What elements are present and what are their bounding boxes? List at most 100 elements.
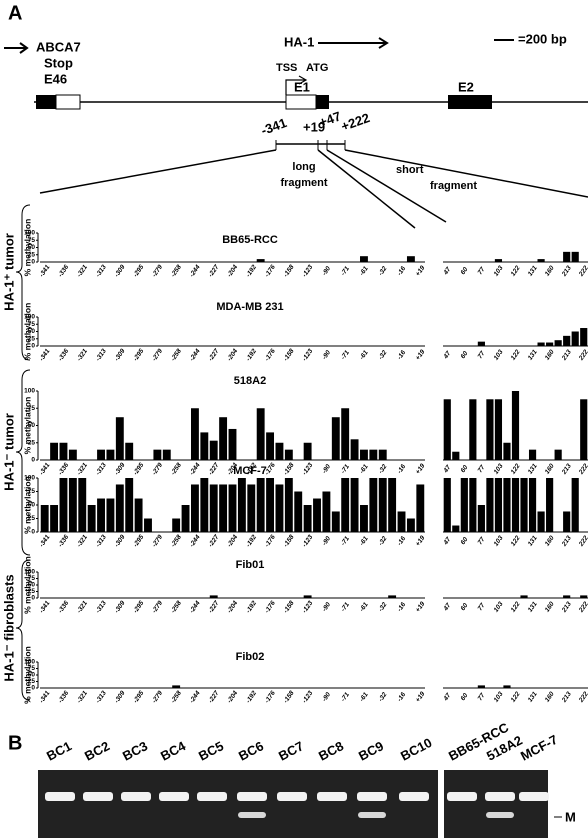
bar [572, 332, 579, 347]
bar [210, 484, 218, 532]
bar [238, 478, 246, 532]
x-tick-label: -341 [38, 347, 51, 362]
lane-label: MCF-7 [518, 732, 560, 764]
bar [572, 478, 579, 532]
x-tick-label: 213 [560, 348, 573, 362]
bar [452, 526, 459, 532]
gel [444, 770, 548, 838]
x-tick-label: -192 [245, 533, 258, 548]
x-tick-label: -71 [340, 691, 351, 703]
lane-label: BC5 [196, 738, 226, 763]
band [83, 792, 113, 801]
position-label: +222 [339, 110, 372, 134]
x-tick-label: -204 [226, 263, 239, 278]
x-tick-label: 213 [560, 264, 573, 278]
x-tick-label: -244 [189, 689, 202, 704]
x-tick-label: -309 [113, 347, 126, 362]
x-tick-label: -32 [377, 535, 388, 547]
bar [546, 343, 553, 346]
bar [266, 432, 274, 460]
bar [379, 478, 387, 532]
x-tick-label: -258 [170, 599, 183, 614]
lane-label: BC3 [120, 738, 150, 763]
bar [478, 505, 485, 532]
x-tick-label: -244 [189, 461, 202, 476]
bar [50, 443, 58, 460]
y-tick-label: 75 [28, 488, 36, 495]
x-tick-label: -176 [264, 533, 277, 548]
x-tick-label: -90 [321, 601, 332, 613]
x-tick-label: -336 [57, 347, 70, 362]
bar [97, 499, 105, 532]
x-tick-label: -279 [151, 533, 164, 548]
x-tick-label: -321 [76, 533, 89, 548]
y-tick-label: 25 [28, 515, 36, 522]
x-tick-label: 131 [527, 462, 539, 475]
bar [172, 519, 180, 533]
y-tick-label: 25 [28, 335, 36, 342]
x-tick-label: -176 [264, 599, 277, 614]
bar [313, 499, 321, 532]
exon [56, 95, 80, 109]
band [238, 812, 266, 818]
x-tick-label: -341 [38, 263, 51, 278]
bar [478, 685, 485, 688]
y-tick-label: 50 [28, 502, 36, 509]
x-tick-label: 77 [477, 266, 487, 276]
exon-label: E1 [294, 79, 310, 94]
x-tick-label: -176 [264, 347, 277, 362]
x-tick-label: -313 [95, 599, 108, 614]
x-tick-label: 122 [510, 534, 522, 547]
x-tick-label: -16 [396, 463, 407, 475]
bar [304, 595, 312, 598]
chart-title: Fib02 [236, 651, 265, 663]
bar [285, 450, 293, 460]
lane-label: BC4 [158, 738, 189, 764]
x-tick-label: 222 [577, 348, 588, 362]
x-tick-label: 77 [477, 464, 487, 474]
x-tick-label: -90 [321, 535, 332, 547]
bar [555, 450, 562, 460]
chart-title: 518A2 [234, 375, 266, 387]
bar [369, 450, 377, 460]
bar [276, 484, 284, 532]
x-tick-label: -71 [340, 463, 351, 475]
x-tick-label: 222 [577, 600, 588, 614]
x-tick-label: -123 [301, 689, 314, 704]
x-tick-label: -295 [132, 263, 145, 278]
bar [538, 511, 545, 532]
scale-label: =200 bp [518, 31, 567, 46]
bar [520, 478, 527, 532]
bar [191, 484, 199, 532]
bar [172, 685, 180, 688]
x-tick-label: -158 [282, 599, 295, 614]
exon [316, 95, 329, 109]
x-tick-label: 122 [510, 690, 522, 703]
y-tick-label: 50 [28, 328, 36, 335]
bar [182, 505, 190, 532]
bar [512, 391, 519, 460]
lane-label: BC1 [44, 738, 74, 763]
y-tick-label: 25 [28, 678, 36, 685]
x-tick-label: -32 [377, 463, 388, 475]
x-tick-label: -123 [301, 347, 314, 362]
x-tick-label: -16 [396, 349, 407, 361]
x-tick-label: -313 [95, 689, 108, 704]
y-tick-label: 25 [28, 251, 36, 258]
bar [69, 450, 77, 460]
x-tick-label: 213 [560, 462, 573, 476]
x-tick-label: 103 [493, 264, 505, 277]
x-tick-label: -16 [396, 535, 407, 547]
x-tick-label: 60 [460, 266, 470, 276]
bar [512, 478, 519, 532]
bar [229, 484, 237, 532]
bar [351, 439, 359, 460]
x-tick-label: -90 [321, 691, 332, 703]
x-tick-label: 160 [544, 264, 556, 277]
x-tick-label: -313 [95, 263, 108, 278]
bar [360, 450, 368, 460]
bar [219, 417, 227, 460]
exon [36, 95, 56, 109]
x-tick-label: -192 [245, 347, 258, 362]
x-tick-label: 131 [527, 348, 539, 361]
